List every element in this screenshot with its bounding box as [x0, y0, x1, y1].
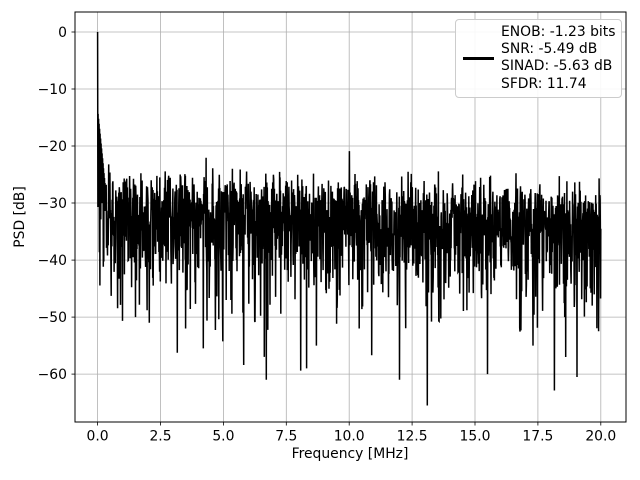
y-axis-label: PSD [dB]	[12, 186, 28, 248]
y-tick-label: 0	[58, 25, 67, 41]
y-tick-label: −60	[38, 367, 67, 383]
y-tick-label: −40	[38, 253, 67, 269]
x-tick-label: 17.5	[522, 429, 553, 445]
x-tick-label: 2.5	[149, 429, 171, 445]
legend-line-sample	[463, 57, 494, 60]
legend-snr: SNR: -5.49 dB	[501, 41, 598, 58]
y-tick-label: −30	[38, 196, 67, 212]
x-tick-label: 7.5	[275, 429, 297, 445]
y-tick-label: −50	[38, 310, 67, 326]
legend-text: ENOB: -1.23 bits SNR: -5.49 dB SINAD: -5…	[501, 24, 615, 93]
x-tick-label: 10.0	[334, 429, 365, 445]
tick-labels: 0.0 2.5 5.0 7.5 10.0 12.5 15.0 17.5 20.0 0 −10 −20 −…	[38, 25, 617, 445]
legend: ENOB: -1.23 bits SNR: -5.49 dB SINAD: -5…	[455, 19, 623, 98]
x-tick-label: 12.5	[397, 429, 428, 445]
legend-enob: ENOB: -1.23 bits	[501, 24, 616, 40]
y-tick-label: −10	[38, 82, 67, 98]
x-tick-label: 20.0	[585, 429, 616, 445]
x-tick-label: 0.0	[87, 429, 109, 445]
tick-marks	[71, 31, 602, 426]
psd-line	[96, 31, 602, 406]
y-tick-label: −20	[38, 139, 67, 155]
x-tick-label: 15.0	[460, 429, 491, 445]
legend-sinad: SINAD: -5.63 dB	[501, 58, 613, 75]
legend-sfdr: SFDR: 11.74	[501, 75, 587, 92]
x-tick-label: 5.0	[212, 429, 234, 445]
axes-border	[74, 11, 627, 423]
x-axis-label: Frequency [MHz]	[292, 446, 409, 462]
